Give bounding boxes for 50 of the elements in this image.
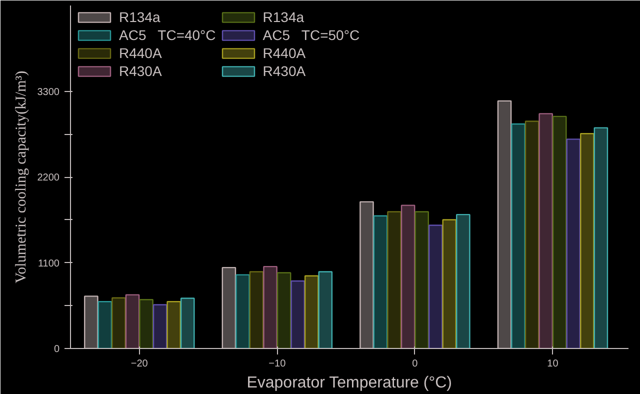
bar	[456, 214, 470, 348]
x-tick-label: 0	[412, 358, 418, 370]
y-tick-label: 3300	[37, 86, 60, 98]
bar	[428, 224, 443, 348]
bar	[290, 280, 305, 348]
y-tick-label: 2200	[37, 172, 60, 184]
bar	[180, 298, 195, 348]
x-tick-label: 10	[547, 358, 559, 370]
bar	[400, 204, 416, 348]
x-tick-label: −10	[268, 358, 286, 370]
legend-label: R134a	[119, 9, 160, 25]
legend-label: R440A	[262, 45, 306, 61]
bar	[166, 301, 181, 348]
legend-label: R134a	[262, 9, 304, 25]
y-axis-title: Volumetric cooling capacity(kJ/m³)	[13, 70, 30, 284]
bar	[276, 272, 292, 348]
bar	[442, 219, 457, 348]
bar	[566, 138, 581, 348]
bar	[497, 100, 512, 348]
bar	[112, 297, 126, 348]
y-tick-label: 0	[54, 344, 60, 355]
bar	[511, 123, 526, 348]
x-tick-label: −20	[130, 358, 148, 370]
bar	[98, 301, 112, 348]
y-tick-label: 1100	[38, 258, 60, 270]
bar	[360, 201, 374, 348]
bar	[414, 211, 429, 348]
x-axis-title: Evaporator Temperature (°C)	[246, 374, 452, 392]
bar	[373, 215, 388, 348]
bar	[524, 120, 540, 348]
legend-label: R430A	[119, 63, 162, 79]
bar	[139, 299, 154, 348]
bar	[222, 266, 236, 348]
bar	[304, 275, 319, 348]
bar	[236, 274, 250, 348]
bar	[538, 113, 553, 348]
legend-label: AC5 TC=40°C	[119, 27, 216, 43]
bar	[594, 127, 608, 348]
bar	[263, 266, 278, 348]
bar	[249, 271, 264, 348]
bar	[318, 271, 333, 348]
bar	[125, 294, 140, 348]
bar	[580, 133, 594, 348]
legend-label: R440A	[119, 45, 162, 61]
bar	[152, 304, 168, 348]
legend-label: R430A	[262, 63, 306, 79]
bar	[84, 296, 98, 348]
legend-label: AC5 TC=50°C	[262, 27, 360, 43]
bar	[552, 116, 567, 348]
bar	[387, 211, 402, 348]
